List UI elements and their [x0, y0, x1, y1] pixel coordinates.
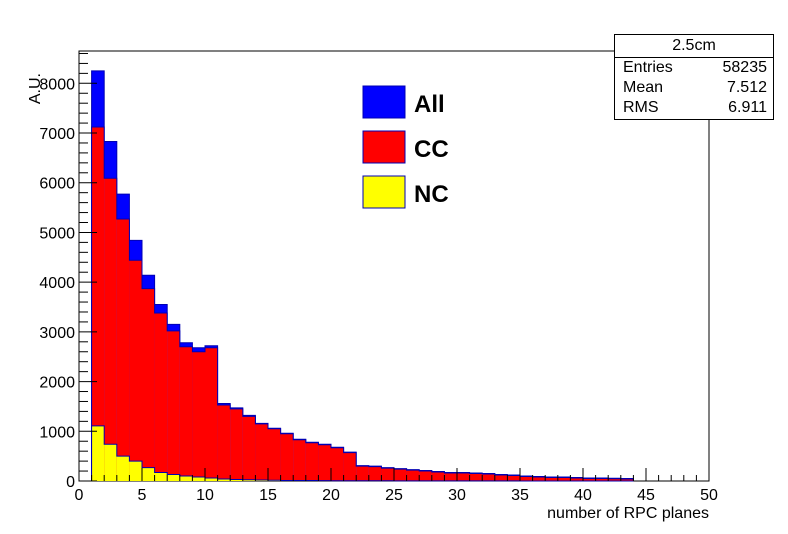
bar-cc: [595, 478, 609, 481]
bar-cc: [482, 474, 495, 481]
bar-cc: [179, 346, 193, 481]
y-tick-label: 2000: [39, 375, 75, 392]
stats-value: 6.911: [728, 99, 767, 116]
bar-cc: [242, 416, 256, 481]
legend-label-all: All: [414, 91, 445, 118]
bar-cc: [217, 404, 231, 481]
bar-cc: [532, 477, 546, 481]
bar-nc: [129, 461, 142, 481]
series-cc: [91, 126, 634, 481]
bar-cc: [116, 219, 130, 481]
bar-nc: [104, 444, 117, 481]
x-tick-label: 35: [511, 487, 529, 504]
bar-cc: [419, 471, 432, 481]
x-axis-label: number of RPC planes: [547, 505, 709, 522]
bar-cc: [557, 477, 571, 481]
bar-cc: [356, 466, 369, 481]
x-tick-label: 30: [448, 487, 466, 504]
bar-cc: [129, 260, 142, 481]
stats-label: Mean: [623, 79, 664, 96]
y-tick-label: 6000: [39, 176, 75, 193]
legend-label-nc: NC: [414, 181, 449, 208]
stats-label: Entries: [623, 59, 673, 76]
y-tick-label: 3000: [39, 325, 75, 342]
y-tick-label: 1000: [39, 424, 75, 441]
bar-cc: [268, 428, 281, 481]
bar-cc: [142, 288, 155, 481]
bar-nc: [217, 479, 231, 481]
bar-cc: [620, 479, 634, 481]
bar-cc: [343, 452, 357, 481]
stats-label: RMS: [623, 99, 659, 116]
bar-cc: [570, 478, 583, 481]
bar-cc: [91, 127, 105, 481]
legend-swatch-all: [362, 85, 406, 119]
bar-cc: [280, 433, 294, 481]
bar-cc: [230, 408, 243, 481]
y-axis-label: A.U.: [27, 73, 44, 104]
bar-nc: [179, 476, 193, 481]
bar-cc: [192, 351, 205, 481]
x-tick-label: 45: [637, 487, 655, 504]
x-tick-label: 20: [322, 487, 340, 504]
bar-cc: [381, 468, 394, 481]
bar-nc: [91, 425, 105, 481]
bar-cc: [318, 444, 331, 481]
x-tick-label: 50: [700, 487, 718, 504]
bar-cc: [608, 478, 621, 481]
outline-nc: [91, 425, 634, 482]
x-tick-label: 15: [259, 487, 277, 504]
bar-cc: [154, 312, 168, 481]
bar-cc: [406, 470, 420, 481]
bar-cc: [293, 439, 306, 481]
stats-value: 7.512: [726, 79, 767, 96]
bar-cc: [368, 466, 382, 481]
bar-cc: [331, 447, 344, 481]
stats-row-rms: RMS 6.911: [615, 98, 773, 118]
y-tick-label: 4000: [39, 275, 75, 292]
bar-cc: [494, 475, 508, 481]
bar-cc: [469, 473, 483, 481]
legend-swatch-cc: [362, 130, 406, 164]
y-tick-label: 7000: [39, 126, 75, 143]
x-tick-label: 10: [196, 487, 214, 504]
x-tick-label: 25: [385, 487, 403, 504]
x-tick-label: 40: [574, 487, 592, 504]
bar-cc: [394, 469, 407, 481]
y-tick-label: 0: [66, 474, 75, 491]
bar-cc: [520, 476, 533, 481]
x-tick-label: 0: [75, 487, 84, 504]
bar-nc: [230, 479, 243, 481]
bar-cc: [583, 478, 596, 481]
y-tick-label: 8000: [39, 76, 75, 93]
bar-nc: [142, 467, 155, 481]
bar-cc: [444, 473, 457, 481]
bar-cc: [167, 330, 180, 481]
stats-title: 2.5cm: [615, 35, 773, 58]
bar-nc: [154, 472, 168, 481]
bar-cc: [305, 442, 319, 481]
x-tick-label: 5: [138, 487, 147, 504]
bar-cc: [104, 178, 117, 481]
stats-value: 58235: [722, 59, 768, 76]
legend-swatch-nc: [362, 175, 406, 209]
stats-box: 2.5cm Entries 58235 Mean 7.512 RMS 6.911: [614, 34, 774, 120]
bar-nc: [116, 456, 130, 481]
bar-cc: [507, 475, 520, 481]
bar-nc: [167, 474, 180, 481]
stats-row-mean: Mean 7.512: [615, 78, 773, 98]
bar-cc: [255, 423, 268, 481]
bar-nc: [205, 478, 218, 481]
bar-cc: [457, 473, 470, 481]
stats-row-entries: Entries 58235: [615, 58, 773, 78]
bar-nc: [192, 477, 205, 481]
series-nc: [91, 425, 634, 482]
bar-cc: [431, 472, 445, 481]
bar-cc: [205, 347, 218, 481]
legend-label-cc: CC: [414, 136, 449, 163]
y-tick-label: 5000: [39, 225, 75, 242]
bar-cc: [545, 477, 558, 481]
bar-nc: [242, 479, 256, 481]
